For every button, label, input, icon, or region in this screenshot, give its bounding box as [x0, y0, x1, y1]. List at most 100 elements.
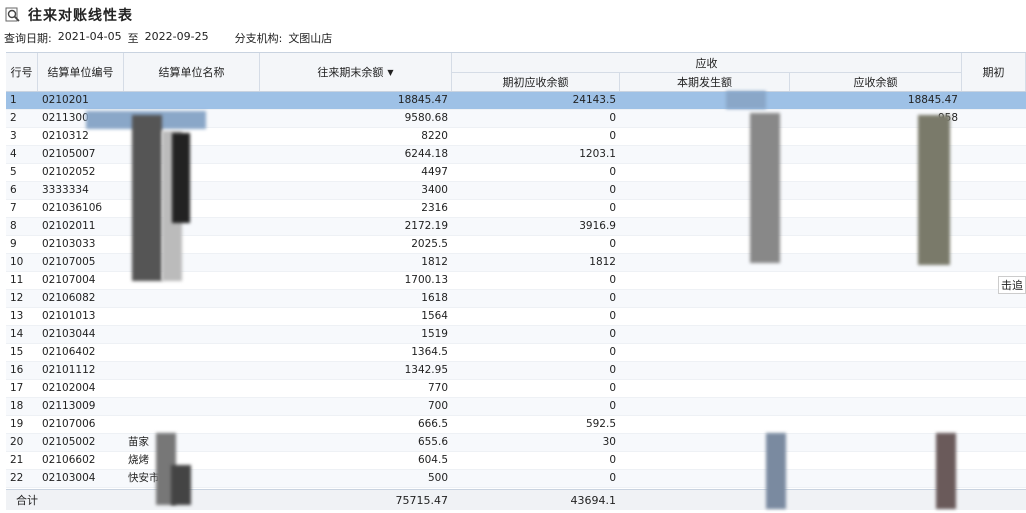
cell-row-no: 12	[10, 292, 24, 304]
cell-unit-code: 02102052	[42, 166, 96, 178]
cell-opening: 0	[609, 112, 616, 124]
table-row[interactable]: 3 0210312 8220 0	[6, 128, 1026, 146]
cell-row-no: 21	[10, 454, 24, 466]
cell-unit-name: 烧烤	[128, 454, 149, 466]
header-opening[interactable]: 期初应收余额	[452, 72, 620, 91]
cell-unit-name: 苗家	[128, 436, 149, 448]
cell-receivable-balance	[790, 380, 962, 397]
table-row[interactable]: 21 02106602 烧烤 604.5 0	[6, 452, 1026, 470]
table-row[interactable]: 1 0210201 18845.47 24143.5 18845.47	[6, 92, 1026, 110]
cell-unit-code: 02101013	[42, 310, 96, 322]
cell-balance: 1700.13	[404, 274, 448, 286]
magnifier-report-icon	[4, 6, 22, 24]
cell-balance: 1564	[421, 310, 448, 322]
cell-opening: 0	[609, 310, 616, 322]
cell-unit-name	[124, 380, 260, 397]
table-row[interactable]: 17 02102004 770 0	[6, 380, 1026, 398]
table-row[interactable]: 19 02107006 666.5 592.5	[6, 416, 1026, 434]
header-unit-code[interactable]: 结算单位编号	[38, 53, 124, 91]
cell-balance: 2316	[421, 202, 448, 214]
cell-row-no: 19	[10, 418, 24, 430]
header-receivable-balance[interactable]: 应收余额	[790, 72, 962, 91]
cell-unit-name	[124, 344, 260, 361]
cell-row-no: 22	[10, 472, 24, 484]
cell-opening: 0	[609, 346, 616, 358]
cell-receivable-balance	[790, 326, 962, 343]
cell-opening: 30	[602, 436, 616, 448]
redaction-block	[172, 133, 190, 223]
cell-unit-code: 02107004	[42, 274, 96, 286]
cell-opening: 3916.9	[579, 220, 616, 232]
header-unit-name[interactable]: 结算单位名称	[124, 53, 260, 91]
cell-receivable-balance	[790, 290, 962, 307]
cell-opening: 0	[609, 454, 616, 466]
cell-opening: 0	[609, 400, 616, 412]
cell-row-no: 6	[10, 184, 17, 196]
header-balance[interactable]: 往来期末余额 ▼	[260, 53, 452, 91]
cell-row-no: 3	[10, 130, 17, 142]
cell-balance: 1812	[421, 256, 448, 268]
cell-opening: 1812	[589, 256, 616, 268]
cell-opening: 0	[609, 472, 616, 484]
cell-unit-code: 02103004	[42, 472, 96, 484]
cell-unit-code: 0210201	[42, 94, 89, 106]
cell-opening: 24143.5	[572, 94, 616, 106]
cell-balance: 500	[427, 472, 448, 484]
cell-opening: 0	[609, 328, 616, 340]
header-next[interactable]: 期初	[962, 53, 1026, 91]
cell-opening: 592.5	[585, 418, 616, 430]
cell-balance: 770	[427, 382, 448, 394]
table-row[interactable]: 11 02107004 1700.13 0	[6, 272, 1026, 290]
cell-opening: 0	[609, 274, 616, 286]
header-current[interactable]: 本期发生额	[620, 72, 790, 91]
table-row[interactable]: 15 02106402 1364.5 0	[6, 344, 1026, 362]
cell-balance: 666.5	[417, 418, 448, 430]
table-row[interactable]: 16 02101112 1342.95 0	[6, 362, 1026, 380]
table-row[interactable]: 14 02103044 1519 0	[6, 326, 1026, 344]
cell-row-no: 16	[10, 364, 24, 376]
cell-balance: 1364.5	[411, 346, 448, 358]
cell-opening: 0	[609, 292, 616, 304]
cell-opening: 1203.1	[579, 148, 616, 160]
redaction-block	[918, 115, 950, 265]
cell-unit-code: 02113009	[42, 400, 96, 412]
cell-receivable-balance: 18845.47	[907, 94, 958, 106]
redaction-block	[132, 115, 162, 281]
reconciliation-grid: 行号 结算单位编号 结算单位名称 往来期末余额 ▼ 应收 期初应收余额 本期发生…	[6, 52, 1026, 513]
cell-unit-code: 02105007	[42, 148, 96, 160]
cell-balance: 604.5	[417, 454, 448, 466]
cell-row-no: 17	[10, 382, 24, 394]
cell-unit-name	[124, 416, 260, 433]
cell-unit-name	[124, 290, 260, 307]
footer-opening-total: 43694.1	[570, 494, 617, 507]
table-row[interactable]: 13 02101013 1564 0	[6, 308, 1026, 326]
cell-receivable-balance	[790, 398, 962, 415]
date-label: 查询日期:	[4, 32, 52, 45]
cell-unit-name	[124, 326, 260, 343]
cell-receivable-balance	[790, 308, 962, 325]
tooltip-text: 击追	[998, 276, 1026, 294]
cell-row-no: 13	[10, 310, 24, 322]
cell-balance: 3400	[421, 184, 448, 196]
cell-balance: 700	[427, 400, 448, 412]
page-title: 往来对账线性表	[28, 8, 133, 24]
header-receivable-group: 应收	[452, 53, 962, 72]
redaction-block	[936, 433, 956, 509]
cell-unit-code: 02106602	[42, 454, 96, 466]
table-row[interactable]: 12 02106082 1618 0	[6, 290, 1026, 308]
cell-unit-code: 0211300	[42, 112, 89, 124]
cell-unit-code: 02101112	[42, 364, 96, 376]
cell-row-no: 8	[10, 220, 17, 232]
table-row[interactable]: 7 02103610б 2316 0	[6, 200, 1026, 218]
table-row[interactable]: 5 02102052 4497 0	[6, 164, 1026, 182]
cell-unit-name	[124, 308, 260, 325]
header-row-no[interactable]: 行号	[6, 53, 38, 91]
cell-row-no: 5	[10, 166, 17, 178]
redaction-block	[171, 465, 191, 505]
cell-unit-name	[124, 92, 260, 109]
table-row[interactable]: 9 02103033 2025.5 0	[6, 236, 1026, 254]
cell-receivable-balance	[790, 272, 962, 289]
table-row[interactable]: 18 02113009 700 0	[6, 398, 1026, 416]
cell-unit-code: 02105002	[42, 436, 96, 448]
branch-value: 文图山店	[288, 32, 333, 45]
